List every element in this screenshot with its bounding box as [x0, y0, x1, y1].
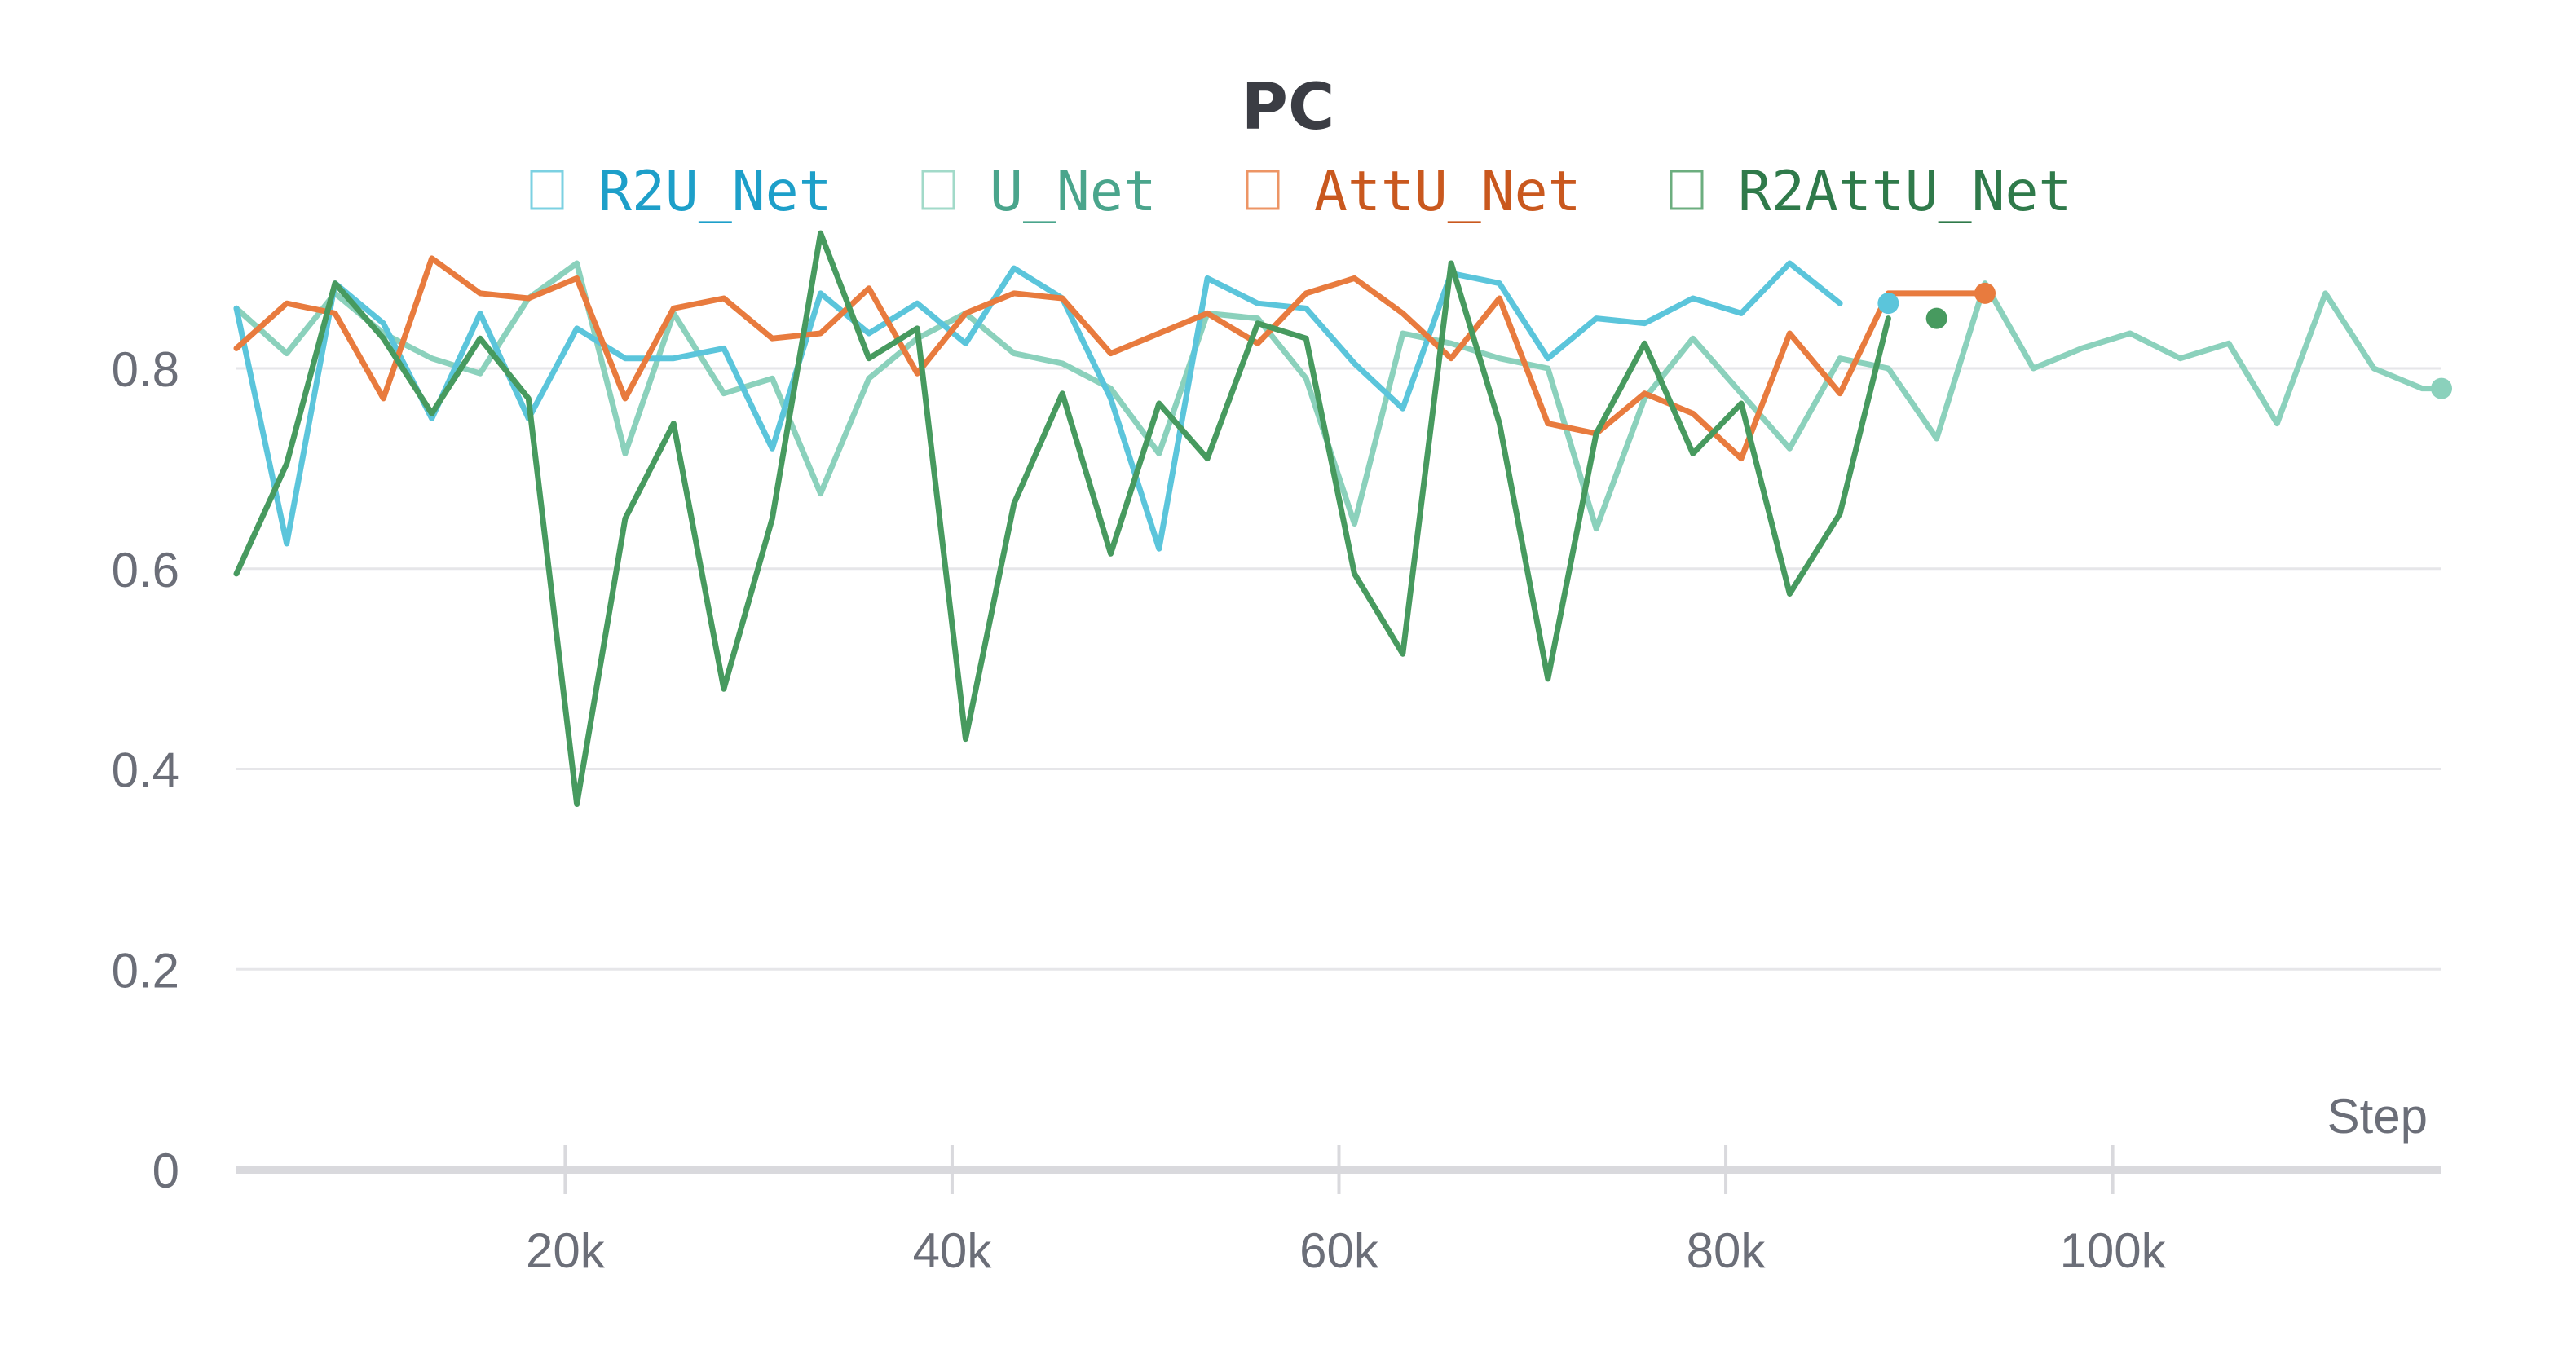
- y-axis: 0 0.2 0.4 0.6 0.8: [112, 342, 179, 1198]
- series-line-attu-net: [233, 255, 1988, 462]
- legend-label: AttU_Net: [1314, 160, 1581, 224]
- x-tick-label: 100k: [2060, 1223, 2167, 1278]
- end-marker-attu-net: [1974, 282, 1996, 304]
- x-tick-label: 60k: [1299, 1223, 1379, 1278]
- y-tick-label: 0.6: [112, 543, 179, 597]
- end-marker-r2u-net: [1877, 293, 1899, 315]
- legend-item-u-net[interactable]: U_Net: [921, 160, 1157, 224]
- y-tick-label: 0.8: [112, 342, 179, 397]
- legend-swatch: [1670, 170, 1704, 210]
- x-tick-label: 40k: [913, 1223, 993, 1278]
- y-tick-label: 0.2: [112, 943, 179, 998]
- legend-swatch: [1246, 170, 1280, 210]
- chart-title: PC: [1242, 71, 1334, 144]
- end-marker-u-net: [2431, 377, 2452, 399]
- x-tick-label: 20k: [526, 1223, 606, 1278]
- grid-lines: [236, 367, 2441, 971]
- legend-swatch: [921, 170, 955, 210]
- legend-item-r2attu-net[interactable]: R2AttU_Net: [1670, 160, 2071, 224]
- series-line-r2attu-net: [233, 230, 1891, 807]
- end-markers: [1877, 282, 2452, 399]
- end-marker-r2attu-net: [1925, 307, 1947, 329]
- series-line-r2u-net: [233, 260, 1843, 552]
- legend: R2U_Net U_Net AttU_Net R2AttU_Net: [530, 160, 2071, 224]
- y-tick-label: 0.4: [112, 743, 179, 798]
- legend-swatch: [530, 170, 564, 210]
- series-layer: [233, 230, 2445, 807]
- y-tick-label: 0: [152, 1144, 179, 1198]
- x-tick-label: 80k: [1687, 1223, 1767, 1278]
- legend-label: R2AttU_Net: [1738, 160, 2071, 224]
- legend-item-attu-net[interactable]: AttU_Net: [1246, 160, 1581, 224]
- legend-item-r2u-net[interactable]: R2U_Net: [530, 160, 832, 224]
- legend-label: U_Net: [990, 160, 1157, 224]
- legend-label: R2U_Net: [598, 160, 832, 224]
- x-axis: 20k 40k 60k 80k 100k: [236, 1145, 2441, 1278]
- x-axis-label: Step: [2327, 1089, 2428, 1144]
- series-line-u-net: [233, 260, 2445, 532]
